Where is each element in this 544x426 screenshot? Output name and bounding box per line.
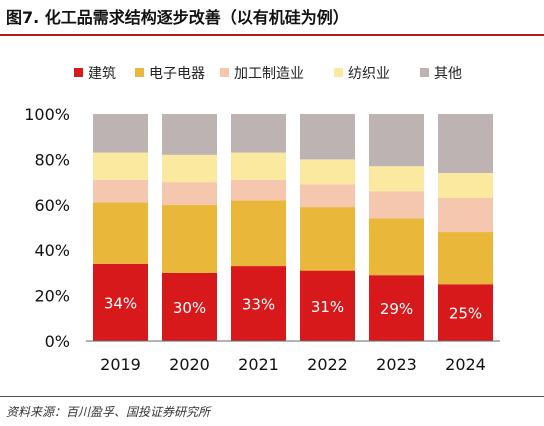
- bars: 34% 30% 33% 31% 29% 25%: [93, 114, 493, 341]
- data-label: 34%: [104, 294, 137, 312]
- figure-title: 图7. 化工品需求结构逐步改善（以有机硅为例）: [6, 8, 349, 27]
- data-label: 29%: [380, 300, 413, 318]
- bar-segment: [438, 284, 493, 341]
- x-axis: 2019 2020 2021 2022 2023 2024: [86, 340, 500, 374]
- data-label: 25%: [449, 305, 482, 323]
- bar-segment: [438, 114, 493, 174]
- legend-swatch: [135, 68, 144, 77]
- x-tick-label: 2019: [100, 355, 141, 374]
- bar-segment: [162, 204, 217, 273]
- legend-swatch: [220, 68, 229, 77]
- bar-segment: [93, 152, 148, 180]
- bar-segment: [162, 182, 217, 205]
- bar-segment: [369, 114, 424, 167]
- bar-segment: [231, 200, 286, 267]
- x-tick-label: 2023: [376, 355, 417, 374]
- bar-segment: [162, 114, 217, 155]
- bar-segment: [369, 166, 424, 192]
- bar-segment: [93, 114, 148, 153]
- y-tick-label: 100%: [24, 105, 70, 124]
- y-tick-label: 60%: [34, 196, 70, 215]
- bar-segment: [231, 114, 286, 153]
- data-label: 33%: [242, 296, 275, 314]
- y-tick-label: 0%: [45, 332, 70, 351]
- x-tick-label: 2024: [445, 355, 486, 374]
- x-tick-label: 2022: [307, 355, 348, 374]
- bar-segment: [162, 154, 217, 183]
- bar-segment: [300, 270, 355, 341]
- bar-segment: [369, 275, 424, 341]
- bar-segment: [300, 207, 355, 271]
- legend-label: 电子电器: [149, 66, 205, 82]
- x-tick-label: 2021: [238, 355, 279, 374]
- bar-segment: [369, 218, 424, 276]
- bar-segment: [300, 159, 355, 185]
- bar-segment: [438, 232, 493, 285]
- legend-swatch: [420, 68, 429, 77]
- legend: 建筑 电子电器 加工制造业 纺织业 其他: [74, 66, 462, 82]
- title-divider: [0, 34, 544, 36]
- stacked-bar-chart: 建筑 电子电器 加工制造业 纺织业 其他 0%20%40%60%80%100% 34% 3…: [24, 66, 500, 374]
- data-label: 31%: [311, 298, 344, 316]
- bar-segment: [438, 197, 493, 233]
- bar-segment: [162, 272, 217, 341]
- source-note: 资料来源：百川盈孚、国投证券研究所: [6, 405, 211, 419]
- bar-segment: [231, 152, 286, 180]
- y-tick-label: 80%: [34, 150, 70, 169]
- legend-label: 纺织业: [348, 66, 390, 82]
- bar-segment: [300, 114, 355, 160]
- bar-segment: [231, 266, 286, 341]
- source-divider: [0, 396, 544, 397]
- legend-label: 加工制造业: [234, 66, 304, 82]
- data-label: 30%: [173, 299, 206, 317]
- bar-segment: [438, 173, 493, 198]
- bar-segment: [369, 191, 424, 219]
- legend-swatch: [74, 68, 83, 77]
- legend-label: 其他: [434, 66, 462, 82]
- legend-label: 建筑: [88, 66, 116, 82]
- bar-segment: [231, 179, 286, 201]
- y-tick-label: 40%: [34, 241, 70, 260]
- bar-segment: [93, 263, 148, 341]
- y-tick-label: 20%: [34, 287, 70, 306]
- bar-segment: [93, 179, 148, 203]
- bar-segment: [93, 202, 148, 264]
- x-tick-label: 2020: [169, 355, 210, 374]
- bar-segment: [300, 184, 355, 208]
- legend-swatch: [334, 68, 343, 77]
- y-axis: 0% 20% 40% 60% 80% 100%: [24, 105, 70, 351]
